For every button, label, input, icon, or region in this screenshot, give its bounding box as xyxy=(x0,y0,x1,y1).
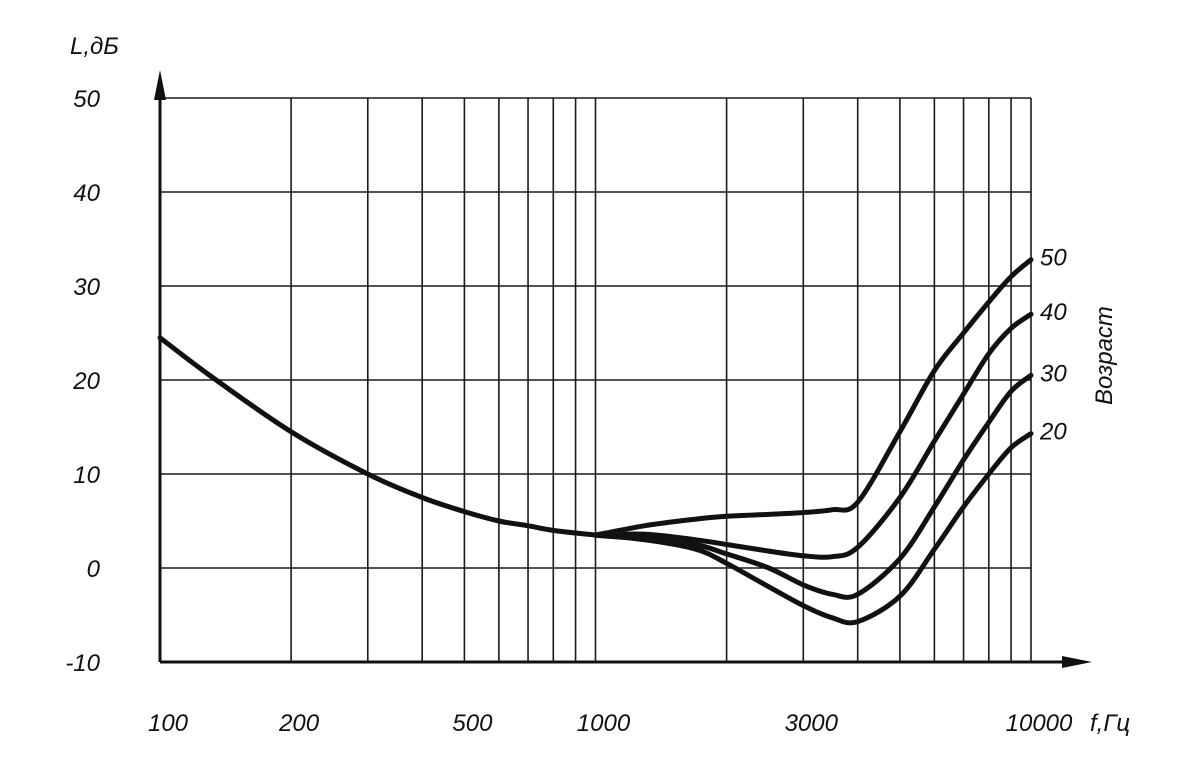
series-line-20 xyxy=(157,335,1034,626)
series-label-30: 30 xyxy=(1040,360,1067,387)
series-label-40: 40 xyxy=(1040,299,1067,326)
series-lines xyxy=(157,257,1034,626)
x-tick-label: 10000 xyxy=(1006,710,1073,737)
y-axis-title: L,дБ xyxy=(70,33,119,60)
series-line-40 xyxy=(593,311,1034,560)
x-axis-title: f,Гц xyxy=(1090,710,1130,737)
series-line-50 xyxy=(593,257,1034,538)
y-tick-label: -10 xyxy=(65,650,100,677)
grid xyxy=(160,97,1032,662)
y-axis-arrow xyxy=(154,70,166,100)
y-tick-label: 50 xyxy=(73,86,100,113)
series-label-20: 20 xyxy=(1039,419,1067,446)
x-tick-label: 100 xyxy=(148,710,189,737)
x-axis-arrow xyxy=(1062,656,1092,668)
series-label-50: 50 xyxy=(1040,245,1067,272)
y-tick-label: 40 xyxy=(73,180,100,207)
axes xyxy=(154,70,1092,668)
x-tick-label: 500 xyxy=(452,710,493,737)
y-tick-label: 0 xyxy=(87,556,101,583)
y-tick-label: 20 xyxy=(72,368,100,395)
legend-title: Возраст xyxy=(1091,306,1118,405)
labels: -10 0 10 20 30 40 50 100 200 500 1000 3000 10000 L,дБ… xyxy=(65,33,1130,737)
y-tick-label: 30 xyxy=(73,274,100,301)
x-tick-label: 3000 xyxy=(785,710,839,737)
x-tick-label: 200 xyxy=(278,710,320,737)
x-tick-label: 1000 xyxy=(577,710,631,737)
y-tick-label: 10 xyxy=(73,462,100,489)
series-line-30 xyxy=(593,372,1034,600)
